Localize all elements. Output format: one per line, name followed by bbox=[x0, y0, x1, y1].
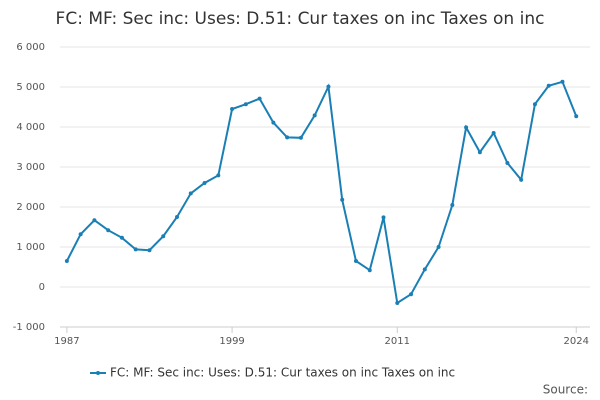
legend-label: FC: MF: Sec inc: Uses: D.51: Cur taxes o… bbox=[110, 366, 455, 380]
point bbox=[133, 247, 138, 252]
y-tick-label: 0 bbox=[39, 282, 45, 293]
point bbox=[353, 259, 358, 263]
point bbox=[422, 267, 427, 272]
point bbox=[546, 83, 551, 88]
point bbox=[532, 102, 537, 107]
point bbox=[477, 150, 482, 155]
point bbox=[409, 292, 414, 297]
point bbox=[381, 215, 386, 220]
point bbox=[216, 173, 221, 178]
point bbox=[395, 301, 400, 305]
point bbox=[491, 131, 496, 135]
y-tick-label: 1 000 bbox=[16, 242, 45, 253]
point bbox=[175, 215, 180, 219]
point bbox=[312, 113, 317, 118]
point bbox=[298, 135, 303, 140]
point bbox=[119, 235, 124, 240]
point bbox=[64, 259, 69, 263]
point bbox=[326, 84, 331, 89]
point bbox=[161, 234, 166, 239]
y-tick-label: -1 000 bbox=[13, 322, 45, 333]
y-tick-label: 4 000 bbox=[16, 122, 45, 133]
point bbox=[271, 120, 276, 125]
point bbox=[106, 228, 111, 233]
x-tick-label: 2011 bbox=[385, 336, 410, 347]
point bbox=[519, 177, 524, 182]
point bbox=[464, 125, 469, 130]
point bbox=[436, 245, 441, 249]
point bbox=[202, 181, 207, 185]
point bbox=[92, 218, 97, 223]
y-tick-label: 3 000 bbox=[16, 162, 45, 173]
y-tick-label: 2 000 bbox=[16, 202, 45, 213]
point bbox=[560, 79, 565, 84]
legend-marker bbox=[96, 371, 100, 375]
point bbox=[78, 232, 83, 237]
y-tick-label: 5 000 bbox=[16, 82, 45, 93]
point bbox=[243, 102, 248, 107]
point bbox=[257, 96, 262, 101]
point bbox=[574, 114, 579, 119]
line bbox=[65, 80, 578, 305]
x-tick-label: 1987 bbox=[54, 336, 79, 347]
point bbox=[285, 135, 290, 140]
point bbox=[367, 268, 372, 273]
point bbox=[147, 248, 152, 253]
point bbox=[505, 161, 510, 165]
x-tick-label: 1999 bbox=[219, 336, 244, 347]
source: Source: bbox=[543, 383, 588, 397]
point bbox=[450, 203, 455, 207]
y-tick-label: 6 000 bbox=[16, 42, 45, 53]
point bbox=[188, 191, 193, 196]
chart-title: FC: MF: Sec inc: Uses: D.51: Cur taxes o… bbox=[56, 9, 545, 29]
point bbox=[340, 197, 345, 202]
x-tick-label: 2024 bbox=[564, 336, 589, 347]
point bbox=[230, 107, 235, 111]
